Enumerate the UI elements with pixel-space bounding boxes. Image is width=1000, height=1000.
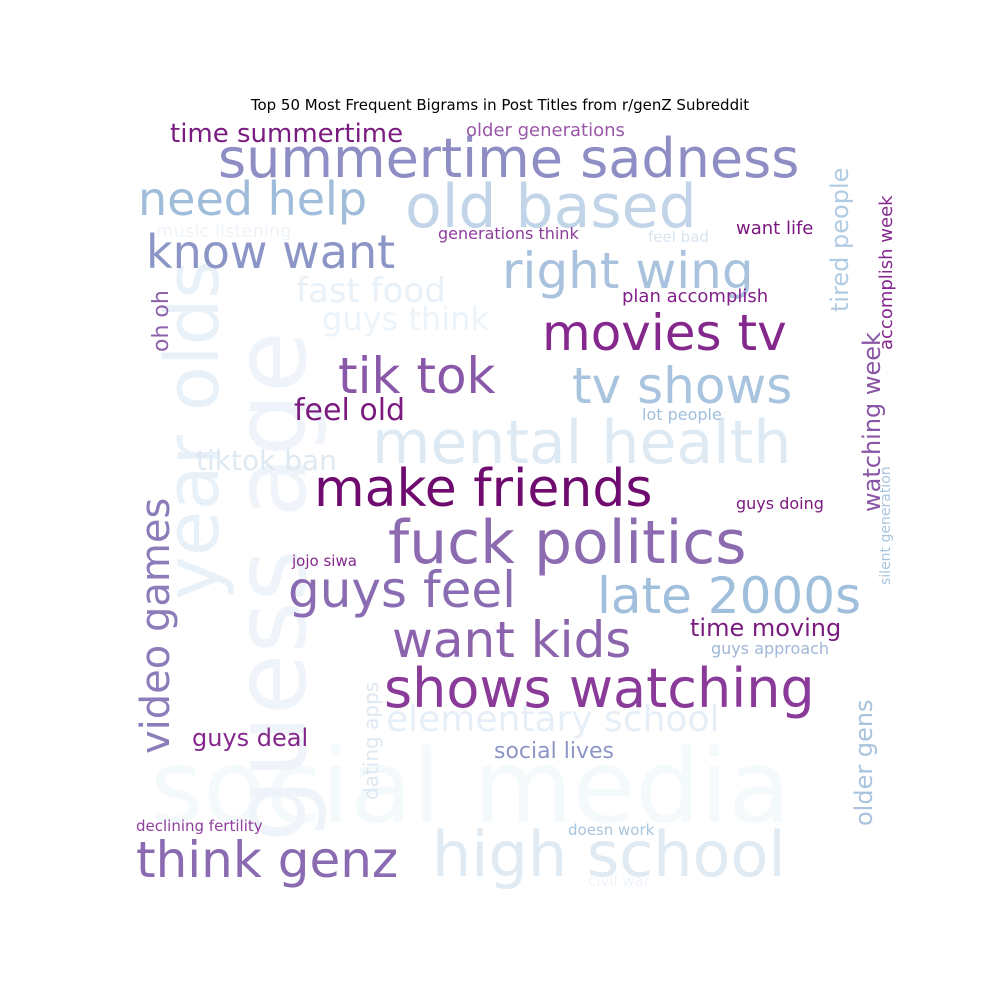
word-want-life: want life [736, 218, 813, 239]
word-guess-age: guess age [212, 331, 329, 842]
word-guys-deal: guys deal [192, 724, 308, 752]
word-need-help: need help [138, 172, 367, 226]
word-accomplish-week: accomplish week [876, 195, 897, 350]
word-high-school: high school [432, 818, 786, 891]
word-shows-watching: shows watching [384, 657, 815, 720]
word-make-friends: make friends [314, 459, 652, 519]
word-time-summertime: time summertime [170, 119, 403, 149]
chart-title: Top 50 Most Frequent Bigrams in Post Tit… [250, 96, 750, 114]
word-dating-apps: dating apps [359, 682, 383, 800]
word-lot-people: lot people [642, 405, 722, 424]
word-guys-think: guys think [322, 300, 489, 338]
word-fast-food: fast food [296, 271, 446, 311]
word-know-want: know want [146, 225, 395, 279]
word-tv-shows: tv shows [572, 357, 792, 415]
word-watching-week: watching week [858, 332, 886, 512]
word-time-moving: time moving [690, 614, 841, 642]
word-older-generations: older generations [466, 120, 625, 141]
word-doesn-work: doesn work [568, 821, 655, 839]
word-silent-generation: silent generation [878, 466, 894, 585]
word-social-lives: social lives [494, 739, 614, 764]
word-guys-feel: guys feel [288, 561, 516, 619]
word-tiktok-ban: tiktok ban [196, 444, 337, 477]
word-guys-approach: guys approach [711, 639, 829, 658]
word-think-genz: think genz [136, 831, 398, 889]
word-year-olds: year olds [150, 260, 236, 600]
word-declining-fertility: declining fertility [136, 817, 263, 835]
word-want-kids: want kids [392, 611, 631, 669]
word-plan-accomplish: plan accomplish [622, 286, 768, 307]
word-generations-think: generations think [438, 224, 579, 243]
word-jojo-siwa: jojo siwa [291, 552, 357, 570]
word-fuck-politics: fuck politics [388, 508, 747, 578]
word-oh-oh: oh oh [149, 290, 174, 352]
word-movies-tv: movies tv [542, 304, 787, 362]
word-old-based: old based [405, 172, 697, 242]
word-tik-tok: tik tok [338, 347, 496, 405]
word-music-listening: music listening [156, 221, 292, 242]
word-feel-old: feel old [294, 393, 405, 428]
word-civil-war: civil war [588, 872, 651, 890]
word-mental-health: mental health [372, 408, 791, 478]
word-guys-doing: guys doing [736, 494, 824, 513]
word-social-media: social media [150, 728, 791, 847]
word-summertime-sadness: summertime sadness [218, 127, 799, 190]
word-tired-people: tired people [826, 168, 854, 312]
word-feel-bad: feel bad [648, 228, 709, 246]
word-video-games: video games [133, 498, 179, 754]
word-elementary-school: elementary school [386, 699, 719, 740]
word-late-2000s: late 2000s [597, 567, 861, 625]
word-right-wing: right wing [502, 242, 754, 300]
word-older-gens: older gens [850, 699, 878, 826]
